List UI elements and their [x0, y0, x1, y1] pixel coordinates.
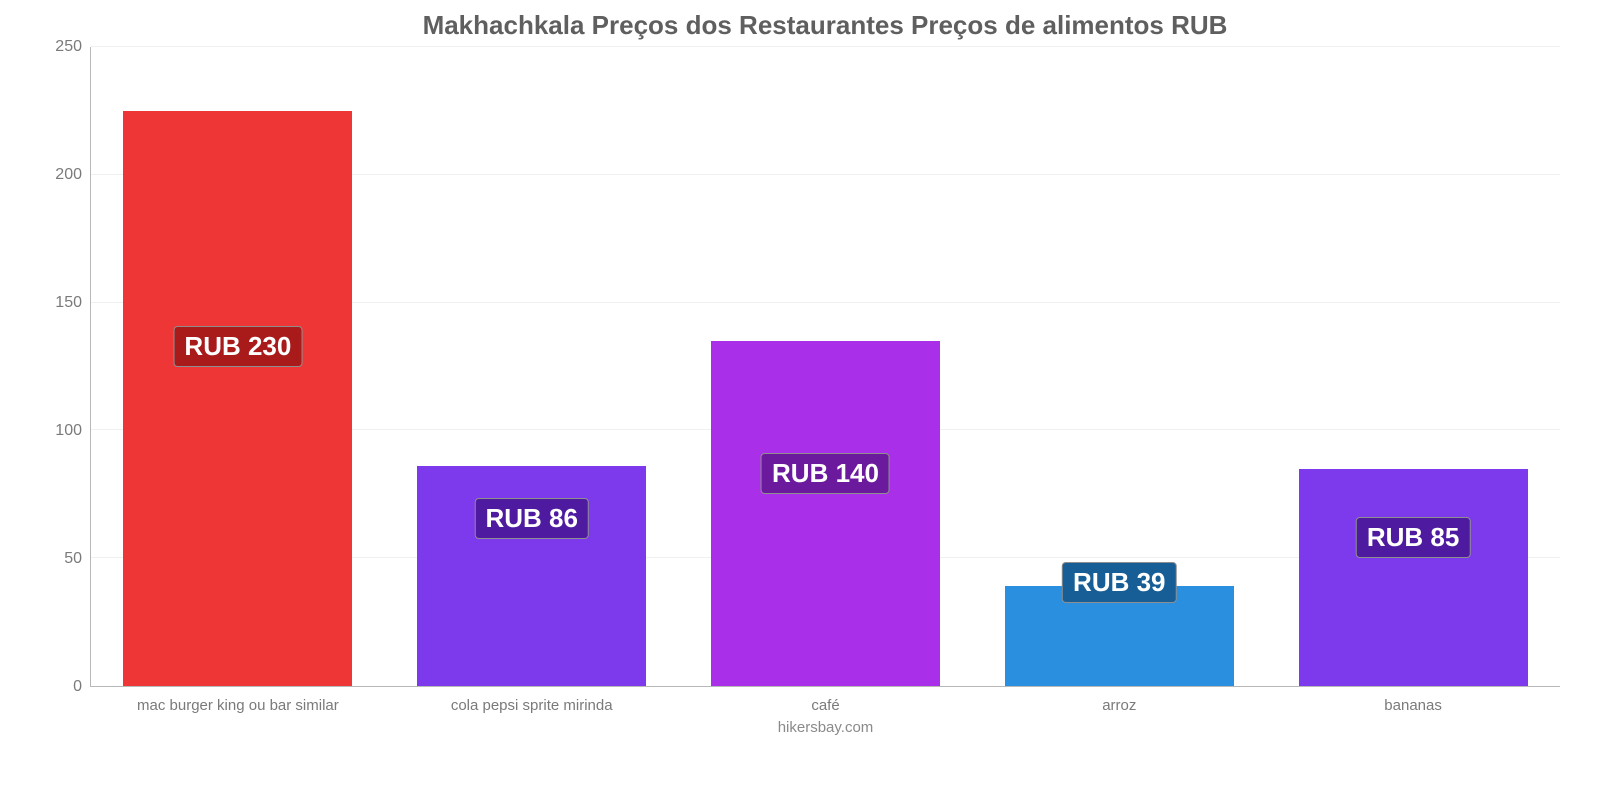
y-tick-label: 50 [64, 550, 82, 568]
y-tick-label: 250 [55, 38, 82, 56]
y-tick-label: 150 [55, 294, 82, 312]
value-badge: RUB 140 [761, 453, 890, 494]
y-tick-label: 0 [73, 678, 82, 696]
bar [123, 111, 352, 686]
bar [711, 341, 940, 686]
bars-group: RUB 230 RUB 86 RUB 140 RUB 39 RUB 85 [91, 47, 1560, 686]
x-axis-label: bananas [1266, 697, 1560, 714]
y-tick-label: 200 [55, 166, 82, 184]
x-axis-label: café [679, 697, 973, 714]
x-axis-label: cola pepsi sprite mirinda [385, 697, 679, 714]
plot-area: 050100150200250 RUB 230RUB 86RUB 140RUB … [90, 47, 1560, 687]
bar-slot: RUB 39 [972, 47, 1266, 686]
chart-title: Makhachkala Preços dos Restaurantes Preç… [90, 10, 1560, 41]
plot-region: RUB 230RUB 86RUB 140RUB 39RUB 85 mac bur… [90, 47, 1560, 687]
bar-slot: RUB 86 [385, 47, 679, 686]
chart-container: Makhachkala Preços dos Restaurantes Preç… [0, 0, 1600, 800]
bar-slot: RUB 85 [1266, 47, 1560, 686]
bar-slot: RUB 230 [91, 47, 385, 686]
value-badge: RUB 39 [1062, 562, 1176, 603]
x-axis-labels: mac burger king ou bar similarcola pepsi… [91, 697, 1560, 714]
x-axis-label: arroz [972, 697, 1266, 714]
y-axis: 050100150200250 [40, 47, 90, 687]
x-axis-label: mac burger king ou bar similar [91, 697, 385, 714]
value-badge: RUB 86 [474, 498, 588, 539]
value-badge: RUB 230 [173, 326, 302, 367]
bar-slot: RUB 140 [679, 47, 973, 686]
chart-footer: hikersbay.com [91, 719, 1560, 736]
value-badge: RUB 85 [1356, 517, 1470, 558]
bar [1299, 469, 1528, 686]
y-tick-label: 100 [55, 422, 82, 440]
